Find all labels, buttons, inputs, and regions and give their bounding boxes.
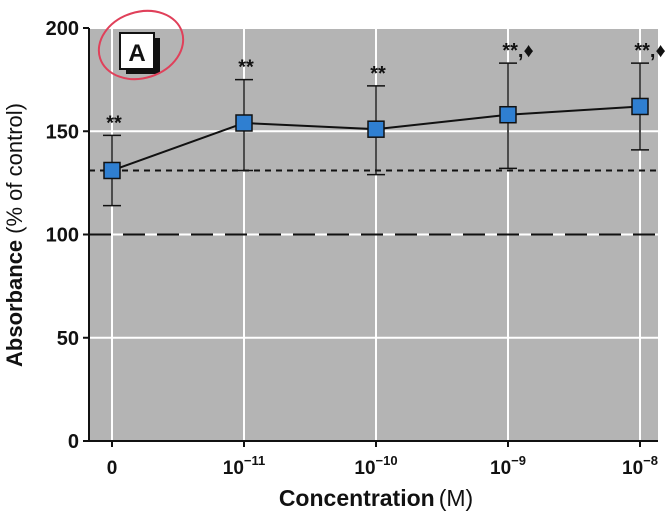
data-point [103, 161, 121, 180]
y-axis-unit: (% of control) [2, 103, 27, 234]
x-tick-label: 10−11 [223, 453, 265, 479]
data-point [367, 120, 385, 138]
y-tick-label: 50 [57, 328, 79, 350]
significance-label: ** [370, 63, 386, 85]
x-axis-label: Concentration [279, 485, 435, 511]
significance-label: **,♦ [634, 40, 665, 62]
panel-label-box [119, 32, 155, 70]
series: ** ** ** **,♦ **,♦ [103, 40, 666, 207]
data-point [235, 114, 253, 132]
data-point [499, 105, 517, 124]
x-axis-unit: (M) [439, 485, 473, 511]
reference-lines [89, 169, 658, 236]
y-axis-title: Absorbance (% of control) [2, 103, 27, 367]
y-tick-label: 0 [68, 431, 79, 453]
significance-label: ** [106, 112, 122, 134]
x-axis-title: Concentration (M) [279, 485, 473, 511]
x-tick-label: 10−8 [622, 453, 658, 479]
y-ticks: 0 50 100 150 200 [46, 18, 89, 453]
y-tick-label: 200 [46, 18, 79, 40]
significance-label: ** [238, 57, 254, 79]
y-tick-label: 100 [46, 225, 79, 247]
x-tick-label: 10−10 [354, 453, 397, 479]
data-point [631, 97, 649, 116]
significance-label: **,♦ [502, 40, 533, 62]
y-tick-label: 150 [46, 121, 79, 143]
handdrawn-circle [97, 9, 185, 81]
panel-label: A [128, 40, 145, 67]
y-axis-label: Absorbance [2, 240, 27, 367]
x-tick-label: 0 [107, 458, 118, 479]
x-tick-label: 10−9 [490, 453, 526, 479]
x-ticks: 0 10−11 10−10 10−9 10−8 [107, 441, 658, 479]
